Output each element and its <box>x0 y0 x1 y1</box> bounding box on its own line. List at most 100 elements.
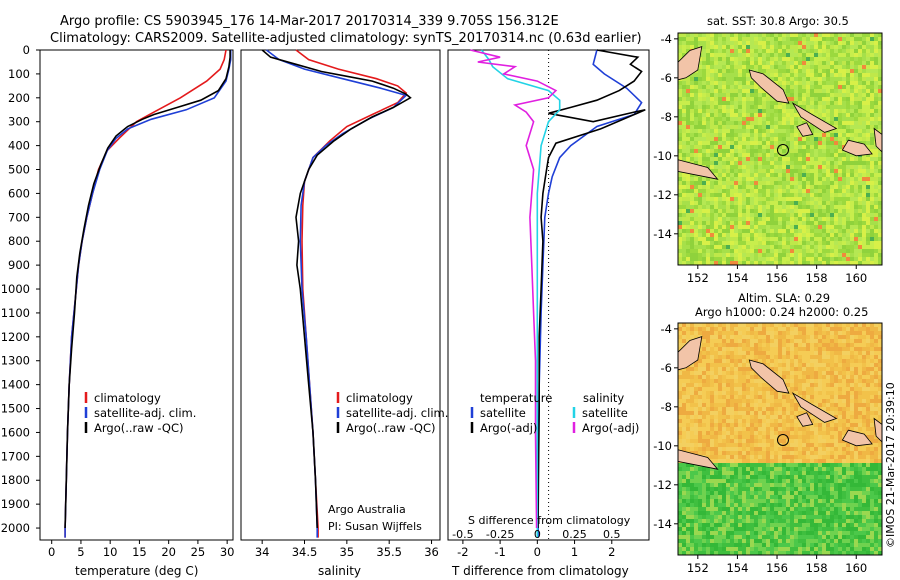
map-cell <box>714 137 718 141</box>
map-cell <box>850 181 854 185</box>
map-cell <box>814 189 818 193</box>
map-cell <box>814 85 818 89</box>
map-cell <box>766 193 770 197</box>
map-cell <box>758 467 762 471</box>
map-cell <box>706 455 710 459</box>
map-cell <box>754 395 758 399</box>
map-cell <box>826 65 830 69</box>
map-cell <box>834 439 838 443</box>
map-cell <box>738 213 742 217</box>
map-cell <box>718 105 722 109</box>
map-cell <box>758 407 762 411</box>
map-cell <box>734 73 738 77</box>
map-cell <box>878 447 882 451</box>
map-cell <box>734 359 738 363</box>
map-cell <box>726 451 730 455</box>
map-cell <box>710 193 714 197</box>
map-cell <box>730 61 734 65</box>
map-cell <box>854 121 858 125</box>
map-cell <box>806 141 810 145</box>
map-cell <box>698 117 702 121</box>
map-cell <box>730 177 734 181</box>
map-cell <box>830 73 834 77</box>
map-cell <box>698 185 702 189</box>
map-cell <box>730 411 734 415</box>
map-cell <box>858 343 862 347</box>
map-cell <box>774 359 778 363</box>
map-cell <box>782 459 786 463</box>
map-cell <box>750 37 754 41</box>
map-cell <box>830 327 834 331</box>
map-cell <box>730 161 734 165</box>
map-cell <box>770 213 774 217</box>
map-cell <box>870 435 874 439</box>
map-cell <box>770 45 774 49</box>
map-cell <box>830 205 834 209</box>
map-cell <box>710 105 714 109</box>
map-cell <box>806 177 810 181</box>
map-cell <box>750 249 754 253</box>
header-line-1: Argo profile: CS 5903945_176 14-Mar-2017… <box>60 14 559 29</box>
map-cell <box>846 41 850 45</box>
map-cell <box>746 105 750 109</box>
map-cell <box>798 257 802 261</box>
map-cell <box>750 467 754 471</box>
map-cell <box>786 237 790 241</box>
map-cell <box>866 205 870 209</box>
map-cell <box>830 359 834 363</box>
map-cell <box>842 331 846 335</box>
map-cell <box>822 367 826 371</box>
map-cell <box>690 137 694 141</box>
map-cell <box>878 241 882 245</box>
map-cell <box>790 343 794 347</box>
map-cell <box>734 383 738 387</box>
map-cell <box>822 193 826 197</box>
map-cell <box>762 237 766 241</box>
map-cell <box>758 181 762 185</box>
map-cell <box>682 371 686 375</box>
map-cell <box>818 261 822 265</box>
map-cell <box>770 97 774 101</box>
map-cell <box>730 217 734 221</box>
map-cell <box>870 149 874 153</box>
map-cell <box>862 257 866 261</box>
map-cell <box>878 89 882 93</box>
map-cell <box>706 157 710 161</box>
map-cell <box>838 455 842 459</box>
map-cell <box>802 395 806 399</box>
map-cell <box>874 447 878 451</box>
map-cell <box>870 177 874 181</box>
map-cell <box>878 57 882 61</box>
map-cell <box>706 93 710 97</box>
map-cell <box>690 253 694 257</box>
map-cell <box>774 363 778 367</box>
map-cell <box>774 439 778 443</box>
map-cell <box>838 371 842 375</box>
map-cell <box>798 233 802 237</box>
map-cell <box>790 355 794 359</box>
map-cell <box>698 249 702 253</box>
map-cell <box>750 233 754 237</box>
map-cell <box>838 229 842 233</box>
map-cell <box>738 109 742 113</box>
map-cell <box>682 185 686 189</box>
map-cell <box>782 49 786 53</box>
map-cell <box>770 347 774 351</box>
map-cell <box>706 225 710 229</box>
map-cell <box>742 399 746 403</box>
map-cell <box>722 359 726 363</box>
map-cell <box>830 157 834 161</box>
map-cell <box>738 411 742 415</box>
map-cell <box>758 355 762 359</box>
map-cell <box>754 129 758 133</box>
map-cell <box>850 193 854 197</box>
map-cell <box>842 121 846 125</box>
map-cell <box>730 339 734 343</box>
map-cell <box>874 387 878 391</box>
map-cell <box>862 37 866 41</box>
map-cell <box>686 371 690 375</box>
map-cell <box>714 419 718 423</box>
map-cell <box>822 407 826 411</box>
map-cell <box>722 245 726 249</box>
map-cell <box>762 113 766 117</box>
